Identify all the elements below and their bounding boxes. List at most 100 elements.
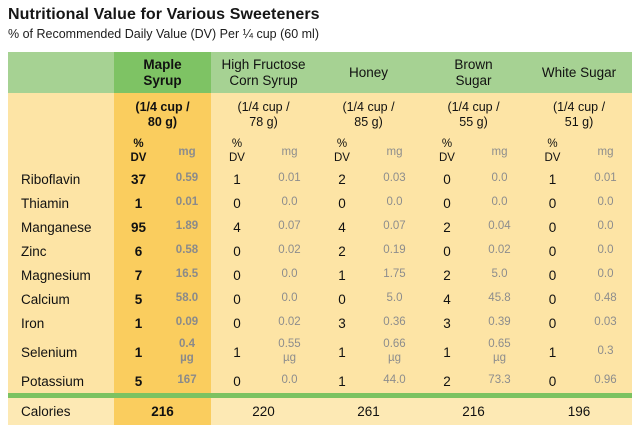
table-row: Selenium 1 0.4 µg 1 0.55 µg 1 0.66 µg 1 … (8, 335, 632, 369)
mg-value: 0.39 (473, 311, 526, 335)
nutrient-label: Calcium (8, 287, 114, 311)
mg-value: 0.03 (579, 311, 632, 335)
mg-value: 0.4 µg (163, 335, 211, 369)
dv-value: 1 (211, 167, 263, 191)
mg-value: 0.0 (368, 191, 421, 215)
nutrient-label: Magnesium (8, 263, 114, 287)
dv-value: 37 (114, 167, 163, 191)
mg-value: 0.96 (579, 369, 632, 393)
calories-value-maple-syrup: 216 (114, 398, 211, 425)
dv-value: 2 (421, 215, 473, 239)
dv-unit-header: % DV (211, 136, 263, 167)
dv-value: 5 (114, 287, 163, 311)
dv-unit-header: % DV (316, 136, 368, 167)
mg-value: 5.0 (368, 287, 421, 311)
mg-value: 0.01 (263, 167, 316, 191)
dv-value: 0 (316, 287, 368, 311)
dv-value: 4 (211, 215, 263, 239)
unit-subheader-row: % DV mg % DV mg % DV mg % DV mg % DV mg (8, 136, 632, 167)
dv-value: 4 (421, 287, 473, 311)
header-row: Maple Syrup High Fructose Corn Syrup Hon… (8, 52, 632, 93)
dv-value: 1 (421, 335, 473, 369)
mg-value: 0.3 (579, 335, 632, 369)
sweeteners-table: Maple Syrup High Fructose Corn Syrup Hon… (8, 52, 632, 425)
dv-value: 6 (114, 239, 163, 263)
serving-size-brown-sugar: (1/4 cup / 55 g) (421, 93, 526, 136)
dv-value: 1 (526, 335, 579, 369)
table-row: Magnesium 7 16.5 0 0.0 1 1.75 2 5.0 0 0.… (8, 263, 632, 287)
dv-value: 1 (526, 167, 579, 191)
mg-value: 16.5 (163, 263, 211, 287)
dv-value: 3 (316, 311, 368, 335)
dv-value: 0 (211, 239, 263, 263)
page-title: Nutritional Value for Various Sweeteners (8, 6, 320, 23)
mg-value: 1.89 (163, 215, 211, 239)
calories-value-brown-sugar: 216 (421, 398, 526, 425)
dv-value: 2 (421, 263, 473, 287)
dv-value: 0 (211, 263, 263, 287)
dv-value: 0 (211, 287, 263, 311)
mg-value: 167 (163, 369, 211, 393)
nutrient-label: Riboflavin (8, 167, 114, 191)
dv-value: 0 (526, 239, 579, 263)
nutrient-label: Manganese (8, 215, 114, 239)
mg-value: 0.07 (263, 215, 316, 239)
nutrient-label: Potassium (8, 369, 114, 393)
header-corner-cell (8, 52, 114, 93)
dv-value: 0 (526, 263, 579, 287)
mg-value: 0.58 (163, 239, 211, 263)
mg-unit-header: mg (473, 136, 526, 167)
serving-size-white-sugar: (1/4 cup / 51 g) (526, 93, 632, 136)
table-row: Zinc 6 0.58 0 0.02 2 0.19 0 0.02 0 0.0 (8, 239, 632, 263)
calories-value-honey: 261 (316, 398, 421, 425)
mg-value: 0.19 (368, 239, 421, 263)
dv-value: 3 (421, 311, 473, 335)
nutrient-label: Zinc (8, 239, 114, 263)
mg-value: 5.0 (473, 263, 526, 287)
dv-value: 0 (421, 167, 473, 191)
dv-value: 0 (421, 239, 473, 263)
mg-value: 58.0 (163, 287, 211, 311)
mg-unit-header: mg (163, 136, 211, 167)
mg-value: 0.04 (473, 215, 526, 239)
column-header-white-sugar: White Sugar (526, 52, 632, 93)
mg-value: 0.0 (579, 263, 632, 287)
calories-label: Calories (8, 398, 114, 425)
mg-value: 0.65 µg (473, 335, 526, 369)
table-row: Manganese 95 1.89 4 0.07 4 0.07 2 0.04 0… (8, 215, 632, 239)
dv-value: 0 (211, 369, 263, 393)
mg-value: 0.0 (473, 167, 526, 191)
page-subtitle: % of Recommended Daily Value (DV) Per ¼ … (8, 27, 319, 41)
mg-unit-header: mg (579, 136, 632, 167)
dv-unit-header: % DV (421, 136, 473, 167)
mg-value: 0.0 (263, 191, 316, 215)
mg-value: 0.01 (579, 167, 632, 191)
dv-value: 0 (526, 369, 579, 393)
calories-row: Calories 216 220 261 216 196 (8, 398, 632, 425)
mg-value: 0.0 (579, 191, 632, 215)
table-row: Thiamin 1 0.01 0 0.0 0 0.0 0 0.0 0 0.0 (8, 191, 632, 215)
mg-value: 0.59 (163, 167, 211, 191)
mg-value: 0.0 (473, 191, 526, 215)
dv-value: 0 (526, 191, 579, 215)
column-header-brown-sugar: Brown Sugar (421, 52, 526, 93)
unit-corner-cell (8, 136, 114, 167)
dv-value: 2 (421, 369, 473, 393)
nutrient-label: Thiamin (8, 191, 114, 215)
mg-value: 0.48 (579, 287, 632, 311)
dv-value: 1 (114, 335, 163, 369)
mg-value: 0.0 (263, 369, 316, 393)
dv-value: 0 (526, 287, 579, 311)
mg-value: 0.0 (579, 215, 632, 239)
dv-value: 0 (526, 215, 579, 239)
mg-unit-header: mg (263, 136, 316, 167)
dv-value: 0 (526, 311, 579, 335)
mg-value: 0.55 µg (263, 335, 316, 369)
mg-value: 45.8 (473, 287, 526, 311)
dv-value: 2 (316, 167, 368, 191)
dv-value: 4 (316, 215, 368, 239)
dv-value: 0 (211, 191, 263, 215)
mg-value: 0.02 (263, 239, 316, 263)
mg-value: 0.07 (368, 215, 421, 239)
mg-value: 0.36 (368, 311, 421, 335)
